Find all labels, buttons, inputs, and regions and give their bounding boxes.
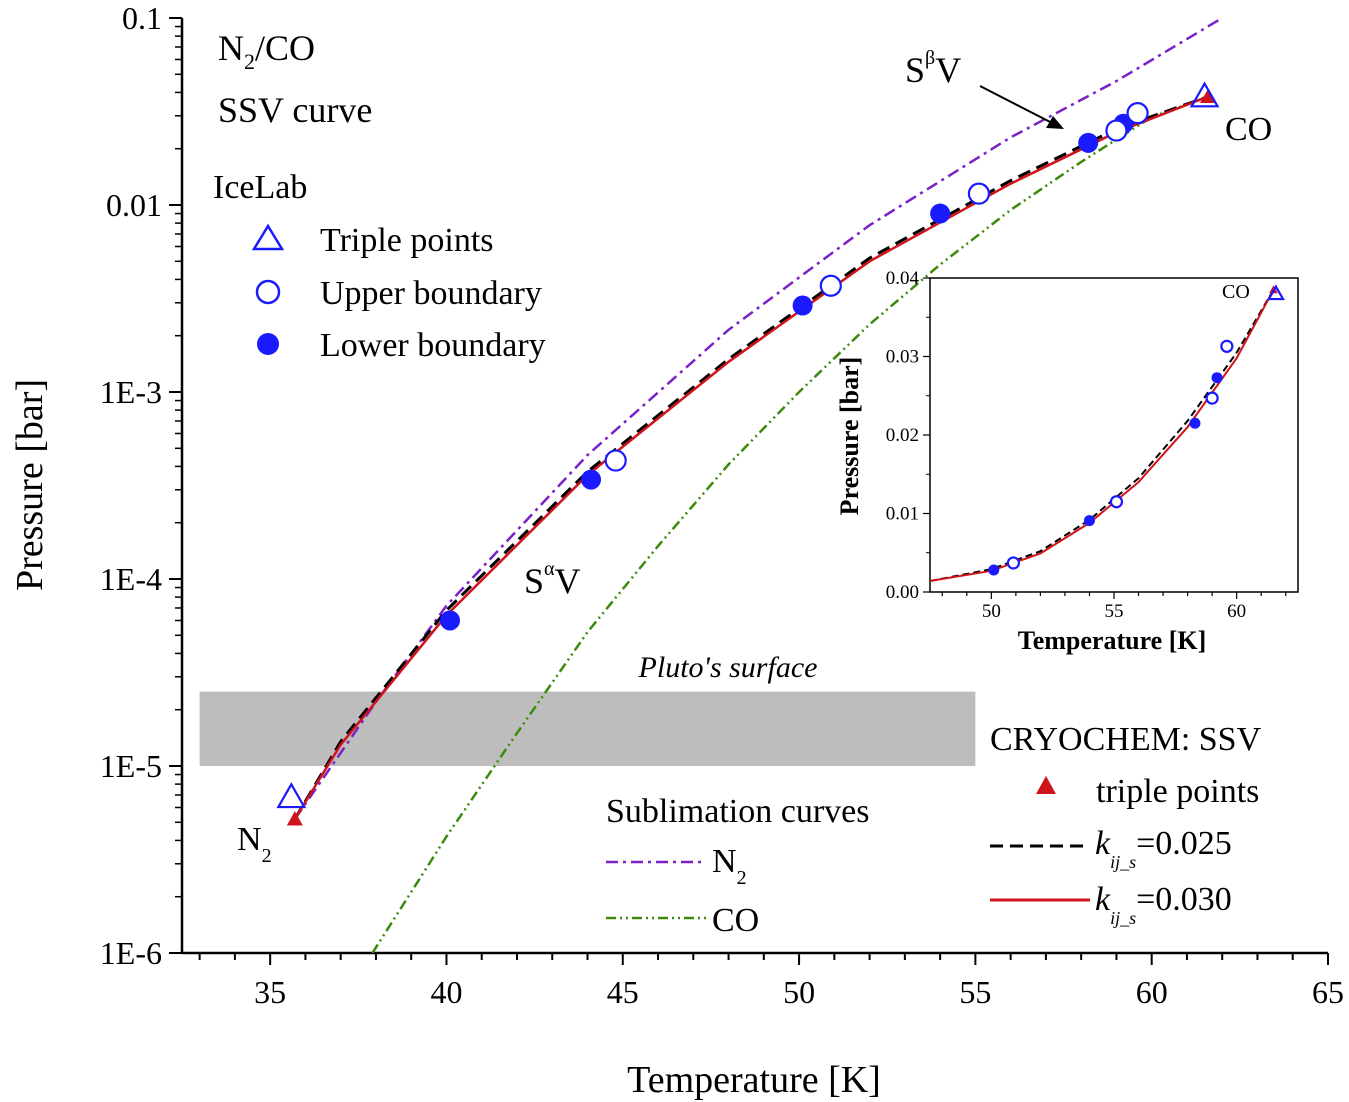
n2-triple-label: N2 xyxy=(237,821,272,867)
inset-x-axis-label: Temperature [K] xyxy=(1018,626,1206,655)
inset-upper-boundary-point xyxy=(1109,495,1124,509)
inset-y-tick-label-3: 0.03 xyxy=(886,347,919,368)
sublimation-legend-heading: Sublimation curves xyxy=(606,793,869,830)
inset-lower-boundary-point xyxy=(1083,515,1095,527)
chart-subtitle: SSV curve xyxy=(218,90,372,130)
plutos-surface-band xyxy=(199,691,976,766)
y-tick-label-0: 0.1 xyxy=(122,0,162,36)
triple-points-point xyxy=(1189,81,1220,108)
inset-y-tick-label-4: 0.04 xyxy=(886,268,920,289)
inset-y-tick-label-0: 0.00 xyxy=(886,582,919,603)
s-beta-v-arrow xyxy=(979,85,1059,127)
k025-legend-label: kij_s=0.025 xyxy=(1095,825,1232,872)
n2-sublimation-legend-label: N2 xyxy=(712,843,747,889)
inset-x-tick-label-55: 55 xyxy=(1105,601,1124,622)
upper-boundary-point xyxy=(1126,102,1149,125)
upper-boundary-legend-marker xyxy=(255,279,281,305)
icelab-legend: IceLab Triple points Upper boundary Lowe… xyxy=(213,169,546,364)
x-tick-label-55: 55 xyxy=(959,974,991,1010)
lower-boundary-point xyxy=(792,295,813,316)
inset-background xyxy=(928,278,1300,594)
cryochem-legend-heading: CRYOCHEM: SSV xyxy=(990,721,1262,758)
inset-co-label: CO xyxy=(1222,281,1250,303)
upper-boundary-point xyxy=(819,274,842,297)
inset-triple-points-point xyxy=(1266,284,1285,301)
x-axis-label: Temperature [K] xyxy=(627,1059,881,1101)
y-tick-label-2: 1E-3 xyxy=(100,374,162,410)
inset-lower-boundary-point xyxy=(1189,417,1201,429)
x-tick-label-65: 65 xyxy=(1312,974,1344,1010)
cryochem-triple-legend-label: triple points xyxy=(1096,773,1259,810)
triple-points-legend-label: Triple points xyxy=(320,222,494,259)
lower-boundary-legend-label: Lower boundary xyxy=(320,327,546,364)
inset-x-tick-label-50: 50 xyxy=(982,601,1001,622)
lower-boundary-point xyxy=(1078,132,1099,153)
inset-upper-boundary-point xyxy=(1220,339,1234,353)
lower-boundary-point xyxy=(930,203,951,224)
y-tick-label-4: 1E-5 xyxy=(100,748,162,784)
inset-data-points xyxy=(988,284,1285,576)
lower-boundary-point xyxy=(439,610,460,631)
plutos-surface-band-layer xyxy=(199,691,976,766)
upper-boundary-legend-label: Upper boundary xyxy=(320,275,542,312)
inset-curve-0-025-dashed xyxy=(929,289,1275,582)
triple-points-point xyxy=(276,782,307,809)
co-sublimation-legend-label: CO xyxy=(712,902,759,939)
cryochem-triple-legend-marker xyxy=(1036,776,1056,794)
inset-lower-boundary-point xyxy=(988,564,1000,576)
inset-y-axis-label: Pressure [bar] xyxy=(835,357,864,516)
inset-upper-boundary-point xyxy=(1006,556,1021,570)
upper-boundary-point xyxy=(1105,119,1128,142)
y-tick-label-5: 1E-6 xyxy=(100,935,162,971)
chart-title-rest: /CO xyxy=(255,28,315,68)
k030-legend-label: kij_s=0.030 xyxy=(1095,881,1232,928)
icelab-legend-heading: IceLab xyxy=(213,169,307,206)
triple-points-legend-marker xyxy=(251,223,285,251)
chart-title-main: N xyxy=(218,28,244,68)
chart-title-sub: 2 xyxy=(244,49,255,74)
triple-points-point xyxy=(1200,88,1217,103)
lower-boundary-point xyxy=(581,469,602,490)
plutos-surface-label: Pluto's surface xyxy=(638,651,818,684)
inset-x-tick-label-60: 60 xyxy=(1227,601,1246,622)
sublimation-legend: Sublimation curves N2 CO xyxy=(606,793,869,939)
x-tick-label-35: 35 xyxy=(254,974,286,1010)
y-axis-label: Pressure [bar] xyxy=(9,379,51,591)
s-alpha-v-label: SαV xyxy=(524,558,581,601)
y-tick-label-1: 0.01 xyxy=(106,187,162,223)
main-data-points xyxy=(276,81,1220,826)
upper-boundary-point xyxy=(967,182,991,205)
x-tick-label-40: 40 xyxy=(430,974,462,1010)
inset-y-tick-label-1: 0.01 xyxy=(886,504,919,525)
inset-y-tick-label-2: 0.02 xyxy=(886,425,919,446)
inset-lower-boundary-point xyxy=(1211,372,1223,384)
triple-points-point xyxy=(286,811,303,826)
s-beta-v-arrowhead xyxy=(1046,116,1064,129)
upper-boundary-point xyxy=(604,449,627,472)
lower-boundary-legend-marker xyxy=(257,333,279,355)
co-triple-label: CO xyxy=(1225,111,1272,148)
chart-title: N2/CO xyxy=(218,28,315,74)
curve-co-dash-dot-dot xyxy=(371,95,1209,953)
y-tick-label-3: 1E-4 xyxy=(100,561,162,597)
inset-axes: 50 55 60 0.00 0.01 0.02 0.03 0.04 xyxy=(886,268,1299,622)
cryochem-legend: CRYOCHEM: SSV triple points kij_s=0.025 … xyxy=(990,721,1262,928)
x-tick-label-60: 60 xyxy=(1136,974,1168,1010)
x-tick-label-45: 45 xyxy=(607,974,639,1010)
inset-upper-boundary-point xyxy=(1205,391,1219,405)
s-beta-v-label: SβV xyxy=(905,47,961,90)
inset-chart: 50 55 60 0.00 0.01 0.02 0.03 0.04 CO Temperatur… xyxy=(835,268,1300,655)
x-tick-label-50: 50 xyxy=(783,974,815,1010)
